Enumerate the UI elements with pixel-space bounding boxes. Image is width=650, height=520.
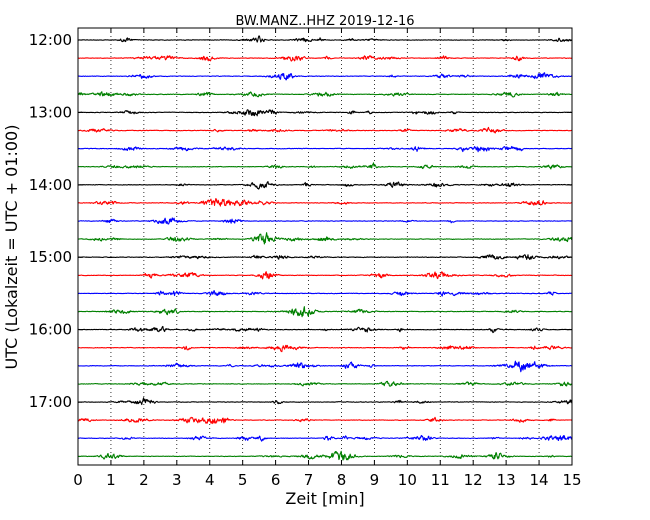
seismogram-trace	[77, 380, 573, 387]
seismogram-traces	[77, 35, 573, 461]
seismogram-trace	[77, 450, 573, 461]
x-tick-label: 10	[398, 471, 417, 489]
y-tick-label: 16:00	[29, 321, 72, 339]
x-tick-label: 14	[530, 471, 549, 489]
seismogram-trace	[77, 181, 573, 190]
seismogram-trace	[77, 72, 573, 81]
x-axis-label: Zeit [min]	[285, 489, 364, 508]
x-tick-label: 6	[271, 471, 281, 489]
x-tick-label: 5	[238, 471, 248, 489]
y-tick-label: 17:00	[29, 393, 72, 411]
x-tick-label: 2	[139, 471, 149, 489]
x-axis-ticks: 0 1 2 3 4 5 6 7 8 9 10 11 12 13 14 15	[73, 28, 582, 489]
x-tick-label: 11	[431, 471, 450, 489]
seismogram-trace	[77, 344, 573, 353]
y-axis-ticks: 12:00 13:00 14:00 15:00 16:00 17:00	[29, 31, 572, 411]
x-tick-label: 12	[464, 471, 483, 489]
seismogram-trace	[77, 91, 573, 98]
plot-frame	[77, 27, 573, 466]
seismogram-trace	[77, 162, 573, 170]
seismogram-trace	[77, 126, 573, 134]
x-tick-label: 4	[205, 471, 215, 489]
x-tick-label: 15	[562, 471, 581, 489]
seismogram-trace	[77, 360, 573, 373]
x-tick-label: 7	[304, 471, 314, 489]
x-tick-label: 9	[370, 471, 380, 489]
x-tick-label: 0	[73, 471, 83, 489]
seismogram-trace	[77, 198, 573, 207]
x-tick-label: 8	[337, 471, 347, 489]
y-tick-label: 12:00	[29, 31, 72, 49]
vertical-gridlines	[110, 28, 540, 465]
seismogram-trace	[77, 217, 573, 225]
seismogram-trace	[77, 254, 573, 261]
seismogram-trace	[77, 290, 573, 297]
x-tick-label: 3	[172, 471, 182, 489]
seismogram-trace	[77, 397, 573, 406]
seismogram-trace	[77, 434, 573, 442]
y-tick-label: 14:00	[29, 176, 72, 194]
seismogram-trace	[77, 325, 573, 334]
chart-title: BW.MANZ..HHZ 2019-12-16	[235, 14, 414, 29]
seismogram-trace	[77, 416, 573, 425]
y-axis-label: UTC (Lokalzeit = UTC + 01:00)	[2, 125, 21, 370]
seismogram-trace	[77, 232, 573, 245]
seismogram-trace	[77, 306, 573, 318]
seismogram-trace	[77, 55, 573, 62]
y-tick-label: 13:00	[29, 103, 72, 121]
y-tick-label: 15:00	[29, 248, 72, 266]
seismogram-trace	[77, 271, 573, 280]
seismogram-trace	[77, 145, 573, 153]
x-tick-label: 13	[497, 471, 516, 489]
x-tick-label: 1	[106, 471, 116, 489]
seismogram-trace	[77, 35, 573, 43]
seismogram-trace	[77, 109, 573, 117]
